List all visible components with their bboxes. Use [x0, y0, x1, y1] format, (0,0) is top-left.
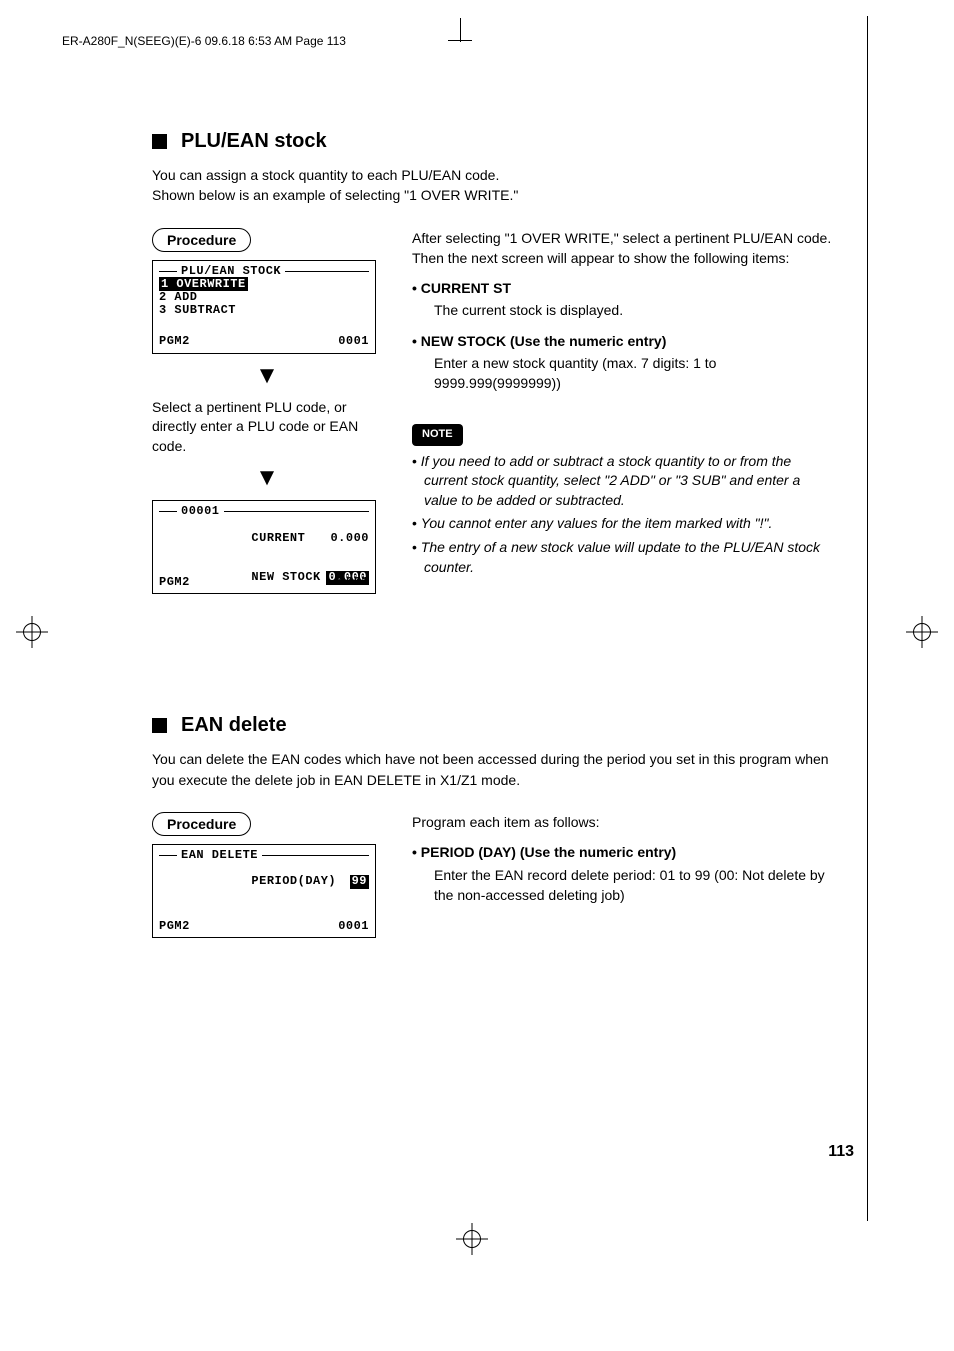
lcd-screen-plu-stock-menu: PLU/EAN STOCK 1 OVERWRITE 2 ADD 3 SUBTRA… [152, 260, 376, 354]
field-new-stock: • NEW STOCK (Use the numeric entry) Ente… [412, 331, 832, 394]
page-edge-line [867, 16, 868, 1221]
lcd-title-row: PLU/EAN STOCK [159, 265, 369, 278]
print-header: ER-A280F_N(SEEG)(E)-6 09.6.18 6:53 AM Pa… [62, 34, 346, 48]
intro-line: You can assign a stock quantity to each … [152, 165, 832, 185]
registration-mark-bottom [460, 1227, 484, 1251]
lcd-footer-left: PGM2 [159, 335, 190, 348]
section1-intro: You can assign a stock quantity to each … [152, 165, 832, 206]
lcd-footer-right: 0001 [338, 576, 369, 589]
lcd-row: CURRENT0.000 [159, 519, 369, 559]
field-title: • CURRENT ST [412, 280, 511, 296]
square-bullet-icon [152, 718, 167, 733]
section1-columns: Procedure PLU/EAN STOCK 1 OVERWRITE 2 AD… [152, 228, 832, 595]
paragraph: Program each item as follows: [412, 812, 832, 832]
section2-columns: Procedure EAN DELETE PERIOD(DAY)99 PGM2 … [152, 812, 832, 938]
section2-right: Program each item as follows: • PERIOD (… [412, 812, 832, 905]
section-title-plu-ean-stock: PLU/EAN stock [152, 130, 832, 153]
registration-mark-left [20, 620, 44, 644]
document-page: ER-A280F_N(SEEG)(E)-6 09.6.18 6:53 AM Pa… [0, 0, 954, 1351]
field-body: Enter the EAN record delete period: 01 t… [434, 865, 832, 906]
note-badge: NOTE [412, 424, 463, 446]
down-arrow-icon: ▼ [152, 464, 382, 492]
lcd-screen-stock-entry: 00001 CURRENT0.000 NEW STOCK0.000 PGM2 0… [152, 500, 376, 594]
lcd-footer: PGM2 0001 [159, 920, 369, 933]
step-instruction: Select a pertinent PLU code, or directly… [152, 398, 382, 457]
lcd-footer-left: PGM2 [159, 920, 190, 933]
page-number: 113 [828, 1143, 854, 1161]
lcd-footer-right: 0001 [338, 335, 369, 348]
note-item: If you need to add or subtract a stock q… [412, 452, 832, 511]
lcd-title: EAN DELETE [181, 849, 258, 862]
lcd-footer-left: PGM2 [159, 576, 190, 589]
lcd-footer-right: 0001 [338, 920, 369, 933]
down-arrow-icon: ▼ [152, 362, 382, 390]
lcd-footer: PGM2 0001 [159, 335, 369, 348]
lcd-title: PLU/EAN STOCK [181, 265, 281, 278]
lcd-row: PERIOD(DAY)99 [159, 862, 369, 902]
crop-mark-top-v [460, 18, 461, 42]
lcd-title-row: EAN DELETE [159, 849, 369, 862]
section1-right: After selecting "1 OVER WRITE," select a… [412, 228, 832, 582]
note-item: You cannot enter any values for the item… [412, 514, 832, 534]
lcd-screen-ean-delete: EAN DELETE PERIOD(DAY)99 PGM2 0001 [152, 844, 376, 938]
field-title: • NEW STOCK (Use the numeric entry) [412, 333, 666, 349]
field-current-st: • CURRENT ST The current stock is displa… [412, 278, 832, 321]
page-content: PLU/EAN stock You can assign a stock qua… [152, 130, 832, 938]
section-title-text: EAN delete [181, 714, 287, 737]
lcd-row-selected: 1 OVERWRITE [159, 278, 369, 291]
field-body: The current stock is displayed. [434, 300, 832, 320]
field-body: Enter a new stock quantity (max. 7 digit… [434, 353, 832, 394]
field-title: • PERIOD (DAY) (Use the numeric entry) [412, 844, 676, 860]
note-item: The entry of a new stock value will upda… [412, 538, 832, 577]
section-title-ean-delete: EAN delete [152, 714, 832, 737]
section-title-text: PLU/EAN stock [181, 130, 327, 153]
lcd-title: 00001 [181, 505, 220, 518]
section2-intro: You can delete the EAN codes which have … [152, 749, 832, 790]
procedure-badge: Procedure [152, 228, 251, 252]
registration-mark-right [910, 620, 934, 644]
square-bullet-icon [152, 134, 167, 149]
section2-left: Procedure EAN DELETE PERIOD(DAY)99 PGM2 … [152, 812, 382, 938]
crop-mark-top-h [448, 40, 472, 41]
lcd-footer: PGM2 0001 [159, 576, 369, 589]
paragraph: After selecting "1 OVER WRITE," select a… [412, 228, 832, 269]
field-period-day: • PERIOD (DAY) (Use the numeric entry) E… [412, 842, 832, 905]
lcd-title-row: 00001 [159, 505, 369, 518]
lcd-row: 3 SUBTRACT [159, 304, 369, 317]
procedure-badge: Procedure [152, 812, 251, 836]
intro-line: Shown below is an example of selecting "… [152, 185, 832, 205]
section1-left: Procedure PLU/EAN STOCK 1 OVERWRITE 2 AD… [152, 228, 382, 595]
note-list: If you need to add or subtract a stock q… [412, 452, 832, 578]
